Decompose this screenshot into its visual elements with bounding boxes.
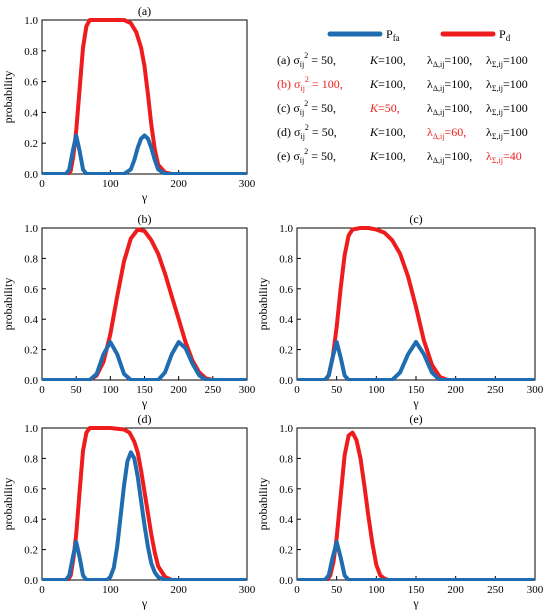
legend-case-b: (b) σij2 = 100, K=100, λΔ,ij=100, λΣ,ij=100 [277, 75, 528, 93]
y-tick-label: 0.6 [24, 484, 38, 496]
series-line-p-fa [297, 340, 535, 381]
y-axis-label: probability [256, 278, 270, 331]
y-tick-label: 0.6 [279, 484, 293, 496]
y-tick-label: 0.0 [24, 375, 38, 387]
x-tick-label: 50 [331, 384, 343, 396]
y-tick-label: 1.0 [24, 223, 38, 235]
legend-label-d: Pd [499, 27, 511, 43]
y-tick-label: 0.4 [24, 514, 38, 526]
x-tick-label: 0 [39, 384, 45, 396]
y-tick-label: 1.0 [24, 15, 38, 27]
series-line-p-fa [297, 540, 535, 581]
plot-frame [41, 227, 248, 381]
legend-case-c: (c) σij2 = 50, K=50, λΔ,ij=100, λΣ,ij=100 [277, 99, 528, 117]
x-tick-label: 250 [205, 384, 222, 396]
x-tick-label: 300 [527, 584, 544, 596]
y-tick-label: 0.6 [24, 284, 38, 296]
chart-panel-d: 0 100 200 300 0.0 0.2 0.4 0.6 0.8 1.0 (d) γ probabil… [1, 412, 256, 610]
x-tick-label: 0 [39, 178, 45, 190]
y-axis-label: probability [1, 71, 15, 124]
y-tick-label: 1.0 [279, 423, 293, 435]
x-tick-label: 50 [331, 584, 343, 596]
legend-label-fa: Pfa [386, 27, 400, 43]
x-axis-label: γ [412, 396, 419, 410]
x-tick-label: 250 [487, 584, 504, 596]
x-tick-label: 200 [170, 384, 187, 396]
figure-legend: Pfa Pd (a) σij2 = 50, K=100, λΔ,ij=100, λΣ,ij… [277, 27, 528, 165]
y-axis-label: probability [1, 478, 15, 531]
x-tick-label: 150 [408, 584, 425, 596]
x-tick-label: 0 [294, 384, 300, 396]
chart-panel-a: 0 100 200 300 0.0 0.2 0.4 0.6 0.8 1.0 (a) γ probabil… [1, 4, 256, 204]
y-tick-label: 0.0 [24, 169, 38, 181]
x-tick-label: 100 [368, 384, 385, 396]
y-tick-label: 0.6 [24, 77, 38, 89]
y-tick-label: 0.4 [24, 107, 38, 119]
y-tick-label: 0.2 [24, 345, 38, 357]
y-tick-label: 0.8 [24, 253, 38, 265]
y-tick-label: 0.8 [279, 253, 293, 265]
y-tick-label: 0.2 [24, 545, 38, 557]
x-tick-label: 100 [102, 178, 119, 190]
panel-title: (d) [138, 412, 152, 426]
y-tick-label: 0.2 [279, 345, 293, 357]
chart-panel-b: 0 50 100 150 200 250 300 0.0 0.2 0.4 0.6 0.8 1.0 (b) γ… [1, 212, 256, 410]
y-tick-label: 0.8 [24, 453, 38, 465]
legend-case-a: (a) σij2 = 50, K=100, λΔ,ij=100, λΣ,ij=100 [277, 51, 528, 69]
x-axis-label: γ [141, 596, 148, 610]
y-tick-label: 0.8 [279, 453, 293, 465]
y-axis-label: probability [1, 278, 15, 331]
y-tick-label: 1.0 [24, 423, 38, 435]
x-tick-label: 300 [239, 178, 256, 190]
x-tick-label: 250 [487, 384, 504, 396]
x-tick-label: 200 [170, 178, 187, 190]
plot-frame [41, 19, 248, 175]
x-tick-label: 100 [102, 384, 119, 396]
x-tick-label: 0 [294, 584, 300, 596]
y-tick-label: 0.0 [279, 375, 293, 387]
y-tick-label: 1.0 [279, 223, 293, 235]
series-line-p-d [42, 227, 247, 381]
x-tick-label: 300 [527, 384, 544, 396]
y-tick-label: 0.2 [24, 138, 38, 150]
y-tick-label: 0.2 [279, 545, 293, 557]
x-tick-label: 50 [71, 384, 83, 396]
x-tick-label: 200 [447, 384, 464, 396]
x-tick-label: 200 [170, 584, 187, 596]
series-line-p-fa [42, 450, 247, 581]
series-line-p-fa [42, 133, 247, 175]
series-line-p-fa [42, 340, 247, 381]
y-tick-label: 0.0 [279, 575, 293, 587]
panel-title: (e) [409, 412, 422, 426]
y-tick-label: 0.4 [279, 514, 293, 526]
legend-case-d: (d) σij2 = 50, K=100, λΔ,ij=60, λΣ,ij=100 [277, 123, 528, 141]
x-tick-label: 300 [239, 584, 256, 596]
panel-title: (b) [138, 212, 152, 226]
plot-frame [41, 427, 248, 581]
x-tick-label: 0 [39, 584, 45, 596]
y-axis-label: probability [256, 478, 270, 531]
y-tick-label: 0.8 [24, 46, 38, 58]
x-tick-label: 100 [368, 584, 385, 596]
panel-title: (c) [409, 212, 422, 226]
y-tick-label: 0.4 [279, 314, 293, 326]
panel-title: (a) [138, 4, 151, 18]
x-axis-label: γ [412, 596, 419, 610]
chart-panel-c: 0 50 100 150 200 250 300 0.0 0.2 0.4 0.6 0.8 1.0 (c) γ… [256, 212, 544, 410]
y-tick-label: 0.4 [24, 314, 38, 326]
x-tick-label: 150 [408, 384, 425, 396]
x-axis-label: γ [141, 190, 148, 204]
x-tick-label: 150 [136, 384, 153, 396]
x-tick-label: 300 [239, 384, 256, 396]
x-tick-label: 200 [447, 584, 464, 596]
chart-panel-e: 0 50 100 150 200 250 300 0.0 0.2 0.4 0.6 0.8 1.0 (e) γ… [256, 412, 544, 610]
x-tick-label: 100 [102, 584, 119, 596]
y-tick-label: 0.0 [24, 575, 38, 587]
legend-case-e: (e) σij2 = 50, K=100, λΔ,ij=100, λΣ,ij=40 [277, 147, 522, 165]
y-tick-label: 0.6 [279, 284, 293, 296]
x-axis-label: γ [141, 396, 148, 410]
